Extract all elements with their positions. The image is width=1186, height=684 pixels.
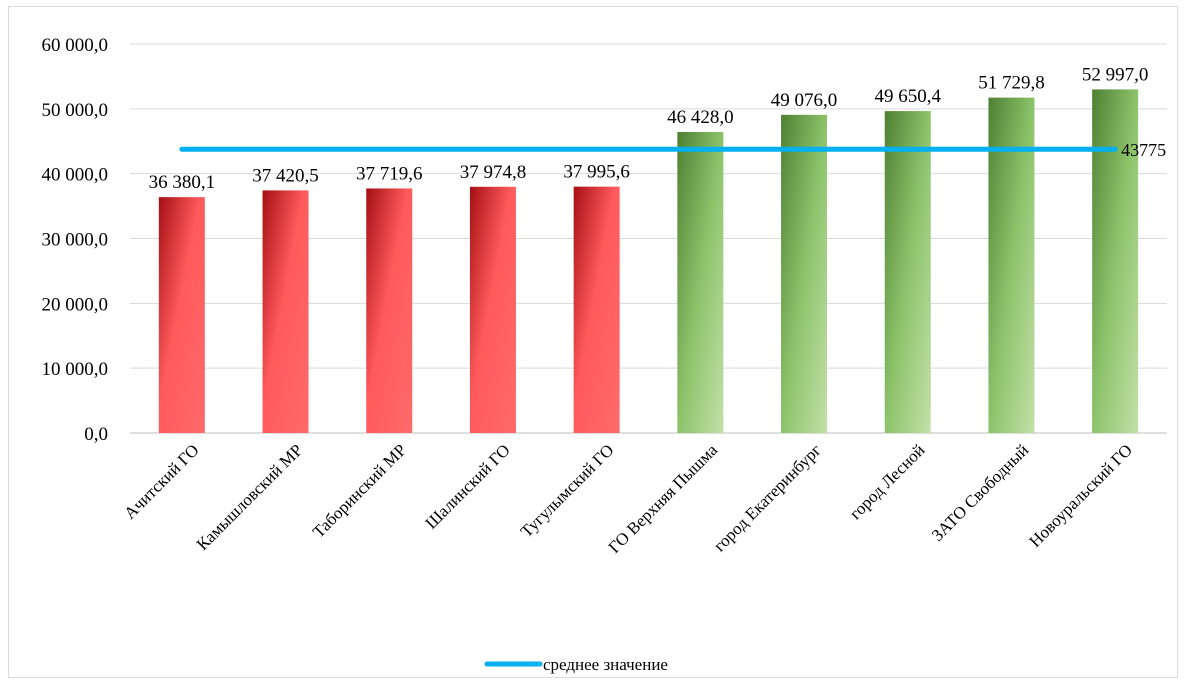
bar	[366, 188, 413, 433]
bar	[158, 197, 205, 433]
bar	[781, 114, 828, 433]
bar-value-label: 37 995,6	[563, 162, 630, 183]
category-label: ЗАТО Свободный	[928, 440, 1032, 544]
legend-label: среднее значение	[543, 655, 668, 674]
bar	[677, 131, 724, 433]
category-label: ГО Верхняя Пышма	[605, 440, 722, 557]
bar-value-label: 49 076,0	[771, 90, 838, 111]
category-label: Шалинский ГО	[422, 440, 514, 532]
bar	[988, 97, 1035, 433]
bar-value-label: 37 420,5	[252, 165, 319, 186]
category-label: Таборинский МР	[309, 440, 410, 541]
category-label: Камышловский МР	[193, 440, 307, 554]
y-tick-label: 30 000,0	[42, 230, 109, 251]
category-label: город Лесной	[846, 440, 929, 523]
category-label: Тугулымский ГО	[517, 440, 618, 541]
category-label: Новоуральский ГО	[1025, 440, 1136, 551]
category-label: Ачитский ГО	[120, 440, 202, 522]
bar-value-label: 52 997,0	[1082, 64, 1149, 85]
bar-value-label: 37 719,6	[356, 163, 423, 184]
bar-value-label: 46 428,0	[667, 107, 734, 128]
y-tick-label: 0,0	[84, 424, 108, 445]
y-tick-label: 40 000,0	[42, 165, 109, 186]
legend: среднее значение	[484, 655, 668, 674]
bar-value-label: 37 974,8	[460, 162, 527, 183]
bar	[262, 190, 309, 433]
y-tick-label: 20 000,0	[42, 294, 109, 315]
bar-value-label: 36 380,1	[149, 172, 216, 193]
bar	[884, 111, 931, 433]
bar	[469, 186, 516, 433]
y-tick-label: 50 000,0	[42, 100, 109, 121]
bar	[573, 186, 620, 433]
bar-value-label: 51 729,8	[978, 73, 1045, 94]
category-label: город Екатеринбург	[710, 440, 825, 555]
y-tick-label: 10 000,0	[42, 359, 109, 380]
bar-value-label: 49 650,4	[875, 86, 942, 107]
y-tick-label: 60 000,0	[42, 35, 109, 56]
average-value-label: 43775	[1121, 140, 1166, 160]
bar	[1092, 89, 1139, 434]
